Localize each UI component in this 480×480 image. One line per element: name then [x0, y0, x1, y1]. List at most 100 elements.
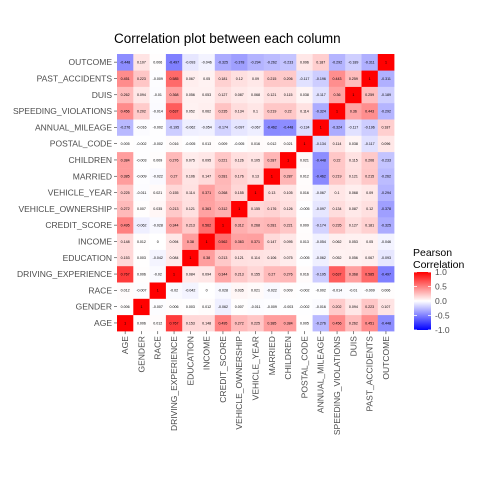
- heatmap-cell: [117, 70, 134, 87]
- heatmap-cell: [198, 265, 216, 283]
- heatmap-cell-label: -0.294: [381, 191, 391, 195]
- heatmap-cell: [165, 249, 183, 267]
- heatmap-cell: [345, 151, 362, 169]
- heatmap-cell-label: -0.062: [185, 126, 195, 130]
- heatmap-cell: [117, 265, 134, 283]
- heatmap-cell-label: -0.009: [365, 289, 375, 293]
- heatmap-cell: [149, 314, 167, 332]
- heatmap-cell-label: 0.268: [251, 223, 260, 227]
- heatmap-cell-label: 0.052: [333, 256, 342, 260]
- heatmap-cell-label: 0.585: [170, 77, 179, 81]
- heatmap-cell-label: -0.022: [267, 289, 277, 293]
- heatmap-cell-label: -0.292: [332, 60, 342, 64]
- heatmap-cell-label: 0.637: [333, 272, 342, 276]
- heatmap-cell: [377, 151, 395, 169]
- heatmap-cell-label: 0.114: [300, 109, 309, 113]
- heatmap-cell-label: 0.006: [121, 305, 130, 309]
- y-tick-label: POSTAL_CODE: [50, 139, 113, 149]
- x-tick-label: RACE: [153, 336, 163, 360]
- heatmap-cell: [296, 102, 313, 120]
- heatmap-cell: [149, 217, 167, 234]
- x-tick-label: MARRIED: [267, 336, 277, 375]
- heatmap-cell-label: 0.006: [137, 272, 146, 276]
- heatmap-cell-label: 0.005: [300, 321, 309, 325]
- heatmap-cell: [182, 314, 199, 332]
- heatmap-cell-label: -0.042: [153, 256, 163, 260]
- heatmap-cell: [214, 70, 232, 87]
- heatmap-cell: [133, 217, 150, 234]
- heatmap-cell: [345, 200, 362, 218]
- heatmap-cell: [133, 151, 150, 169]
- heatmap-cell: [149, 86, 167, 104]
- heatmap-cell: [296, 70, 313, 87]
- heatmap-cell-label: 1: [189, 256, 191, 260]
- heatmap-cell-label: -0.324: [332, 126, 342, 130]
- heatmap-cell: [263, 249, 281, 267]
- heatmap-cell: [117, 282, 134, 299]
- heatmap-cell: [133, 135, 150, 153]
- heatmap-cell-label: 0.134: [235, 109, 244, 113]
- heatmap-cell-label: -0.262: [267, 60, 277, 64]
- heatmap-cell: [182, 70, 199, 87]
- heatmap-cell-label: 0.22: [285, 109, 292, 113]
- heatmap-cell: [247, 54, 264, 71]
- heatmap-cell: [312, 217, 330, 234]
- heatmap-cell: [198, 151, 216, 169]
- heatmap-cell: [117, 314, 134, 332]
- color-legend: Pearson Correlation 1.0 0.5 0.0 -0.5 -1.0: [413, 247, 465, 335]
- heatmap-cell: [149, 200, 167, 218]
- heatmap-cell: [165, 233, 183, 250]
- heatmap-cell: [231, 249, 248, 267]
- heatmap-cell-label: -0.325: [218, 60, 228, 64]
- heatmap-cell-label: 0.056: [186, 93, 195, 97]
- heatmap-cell: [149, 102, 167, 120]
- heatmap-cell-label: 0.225: [121, 191, 130, 195]
- heatmap-cell: [198, 102, 216, 120]
- heatmap-cell-label: 0.006: [137, 321, 146, 325]
- heatmap-cell: [280, 70, 297, 87]
- heatmap-cell: [149, 249, 167, 267]
- heatmap-cell: [182, 135, 199, 153]
- heatmap-cell: [182, 249, 199, 267]
- chart-title: Correlation plot between each column: [114, 31, 341, 46]
- heatmap-cell: [280, 282, 297, 299]
- heatmap-cell: [214, 86, 232, 104]
- heatmap-cell: [263, 70, 281, 87]
- heatmap-cell: [263, 86, 281, 104]
- heatmap-cell: [296, 168, 313, 185]
- heatmap-cell-label: -0.007: [153, 305, 163, 309]
- heatmap-cell: [182, 86, 199, 104]
- heatmap-cell: [263, 102, 281, 120]
- heatmap-cell: [296, 184, 313, 201]
- heatmap-cell-label: 1: [352, 93, 354, 97]
- heatmap-cell: [165, 184, 183, 201]
- heatmap-cell: [133, 265, 150, 283]
- heatmap-cell: [377, 119, 395, 136]
- heatmap-cell: [165, 282, 183, 299]
- heatmap-cell: [361, 217, 379, 234]
- heatmap-cell: [198, 282, 216, 299]
- heatmap-cell-label: 0.121: [186, 207, 195, 211]
- y-tick-label: SPEEDING_VIOLATIONS: [13, 106, 112, 116]
- heatmap-cell: [198, 184, 216, 201]
- heatmap-cell: [247, 233, 264, 250]
- heatmap-cell: [328, 249, 346, 267]
- heatmap-cell-label: 0.087: [235, 93, 244, 97]
- heatmap-cell-label: 0.272: [121, 207, 130, 211]
- heatmap-cell-label: -0.448: [283, 126, 293, 130]
- heatmap-cell-label: 0.121: [235, 256, 244, 260]
- y-tick-label: EDUCATION: [63, 253, 112, 263]
- heatmap-cell: [133, 119, 150, 136]
- heatmap-cell: [133, 298, 150, 316]
- heatmap-cell-label: 0.155: [235, 191, 244, 195]
- x-tick-label: AGE: [120, 336, 130, 354]
- heatmap-cell: [182, 233, 199, 250]
- heatmap-cell-label: -0.292: [381, 109, 391, 113]
- heatmap-cell-label: -0.276: [316, 321, 326, 325]
- heatmap-cell: [133, 70, 150, 87]
- heatmap-cell: [328, 54, 346, 71]
- heatmap-cell: [345, 282, 362, 299]
- heatmap-cell-label: 1: [303, 142, 305, 146]
- heatmap-cell-label: 0.495: [121, 223, 130, 227]
- heatmap-cell: [280, 184, 297, 201]
